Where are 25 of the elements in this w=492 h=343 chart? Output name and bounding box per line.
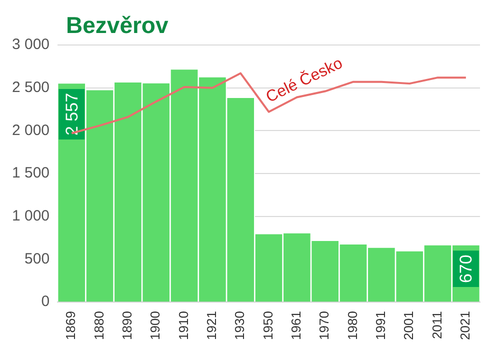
x-tick-label: 2021 xyxy=(457,311,472,340)
x-tick-label: 1980 xyxy=(344,311,360,340)
x-tick-label: 1970 xyxy=(316,311,332,340)
y-tick-label: 2 000 xyxy=(12,122,50,139)
x-tick-label: 1900 xyxy=(148,311,163,340)
x-tick-label: 1961 xyxy=(288,311,304,340)
x-tick-label: 1890 xyxy=(120,311,135,340)
chart-title: Bezvěrov xyxy=(66,12,168,39)
y-tick-label: 0 xyxy=(41,293,50,310)
x-tick-label: 2011 xyxy=(429,311,444,340)
data-label: 670 xyxy=(456,254,476,284)
y-tick-label: 1 000 xyxy=(12,208,50,225)
x-tick-label: 1921 xyxy=(204,311,220,340)
y-tick-label: 500 xyxy=(24,250,50,268)
x-tick-label: 1930 xyxy=(232,311,248,340)
x-tick-label: 1869 xyxy=(63,311,78,340)
x-tick-label: 2001 xyxy=(401,311,416,340)
y-tick-label: 3 000 xyxy=(12,36,50,54)
y-tick-label: 1 500 xyxy=(12,164,50,182)
text: Celé Česko xyxy=(263,54,346,106)
x-tick-label: 1910 xyxy=(176,311,191,340)
y-tick-label: 2 500 xyxy=(12,78,50,96)
x-tick-label: 1880 xyxy=(91,311,106,340)
x-tick-label: 1991 xyxy=(373,311,388,340)
x-tick-label: 1950 xyxy=(260,311,276,340)
